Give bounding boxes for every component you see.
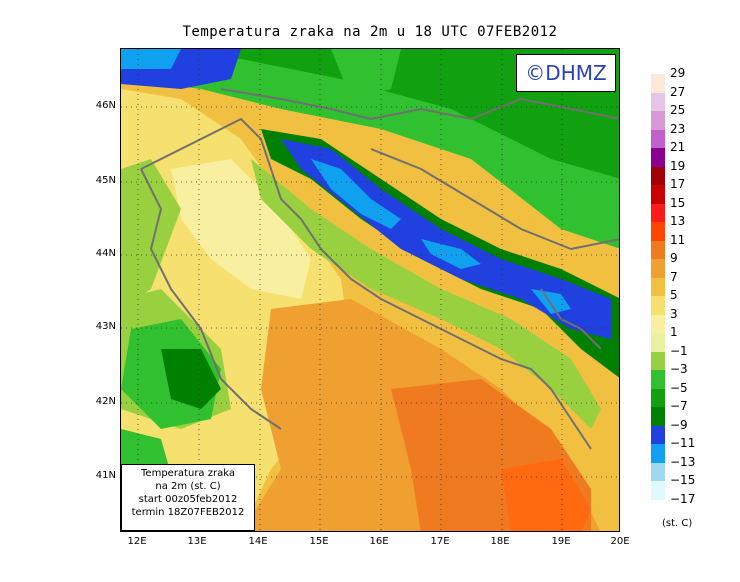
legend-label: 23 <box>670 121 686 136</box>
legend-swatch <box>651 462 665 481</box>
legend-label: 25 <box>670 103 686 117</box>
legend-label: −9 <box>670 417 688 432</box>
lat-label: 45N <box>95 175 116 186</box>
legend-swatch <box>651 388 665 407</box>
legend-swatch <box>651 333 665 352</box>
lon-label: 13E <box>187 536 207 547</box>
info-line-1: Temperatura zraka <box>141 468 235 479</box>
legend-swatch <box>651 240 665 259</box>
legend-swatch <box>651 370 665 389</box>
legend-label: −7 <box>670 399 688 413</box>
info-box: Temperatura zraka na 2m (st. C) start 00… <box>121 464 255 531</box>
legend-label: 21 <box>670 140 686 154</box>
lon-label: 12E <box>127 536 147 547</box>
legend-label: −3 <box>670 362 688 376</box>
legend-label: 5 <box>670 288 678 302</box>
lat-label: 42N <box>95 396 116 407</box>
lat-label: 41N <box>95 470 116 481</box>
temperature-map <box>120 48 620 532</box>
info-line-3: start 00z05feb2012 <box>138 494 238 505</box>
dhmz-logo: ©DHMZ <box>516 54 616 92</box>
lon-label: 19E <box>551 536 571 547</box>
legend-swatch <box>651 185 665 204</box>
legend-label: 1 <box>670 325 678 339</box>
lat-label: 43N <box>95 321 116 332</box>
lat-label: 44N <box>95 248 116 259</box>
legend-swatch <box>651 296 665 315</box>
legend-label: 29 <box>670 66 686 80</box>
legend-label: 15 <box>670 195 686 210</box>
legend-swatch <box>651 129 665 148</box>
lat-label: 46N <box>95 100 116 111</box>
legend-label: 7 <box>670 269 678 284</box>
legend-swatch <box>651 481 665 500</box>
legend-swatch <box>651 148 665 167</box>
lon-label: 20E <box>610 536 630 547</box>
legend-swatch <box>651 277 665 296</box>
legend-swatch <box>651 407 665 426</box>
legend-label: −15 <box>670 473 696 487</box>
legend-swatch <box>651 314 665 333</box>
lon-label: 14E <box>248 536 268 547</box>
legend-label: 19 <box>670 158 686 173</box>
color-legend <box>651 74 665 500</box>
legend-label: 17 <box>670 177 686 191</box>
lon-label: 16E <box>369 536 389 547</box>
legend-label: 27 <box>670 84 686 99</box>
legend-swatch <box>651 222 665 241</box>
legend-label: −17 <box>670 491 696 506</box>
legend-label: −5 <box>670 380 688 395</box>
legend-swatch <box>651 444 665 463</box>
legend-label: 11 <box>670 232 686 247</box>
legend-swatch <box>651 74 665 93</box>
lon-label: 15E <box>309 536 329 547</box>
legend-swatch <box>651 203 665 222</box>
lon-label: 18E <box>490 536 510 547</box>
lon-label: 17E <box>430 536 450 547</box>
legend-label: −1 <box>670 343 688 358</box>
legend-label: 13 <box>670 214 686 228</box>
legend-swatch <box>651 166 665 185</box>
legend-unit: (st. C) <box>662 518 693 529</box>
info-line-2: na 2m (st. C) <box>155 481 221 492</box>
legend-label: 9 <box>670 251 678 265</box>
legend-swatch <box>651 425 665 444</box>
legend-swatch <box>651 111 665 130</box>
legend-swatch <box>651 259 665 278</box>
chart-title: Temperatura zraka na 2m u 18 UTC 07FEB20… <box>182 24 558 40</box>
legend-swatch <box>651 351 665 370</box>
legend-label: −13 <box>670 454 696 469</box>
legend-label: −11 <box>670 436 696 450</box>
info-line-4: termin 18Z07FEB2012 <box>131 507 245 518</box>
legend-label: 3 <box>670 306 678 321</box>
legend-swatch <box>651 92 665 111</box>
